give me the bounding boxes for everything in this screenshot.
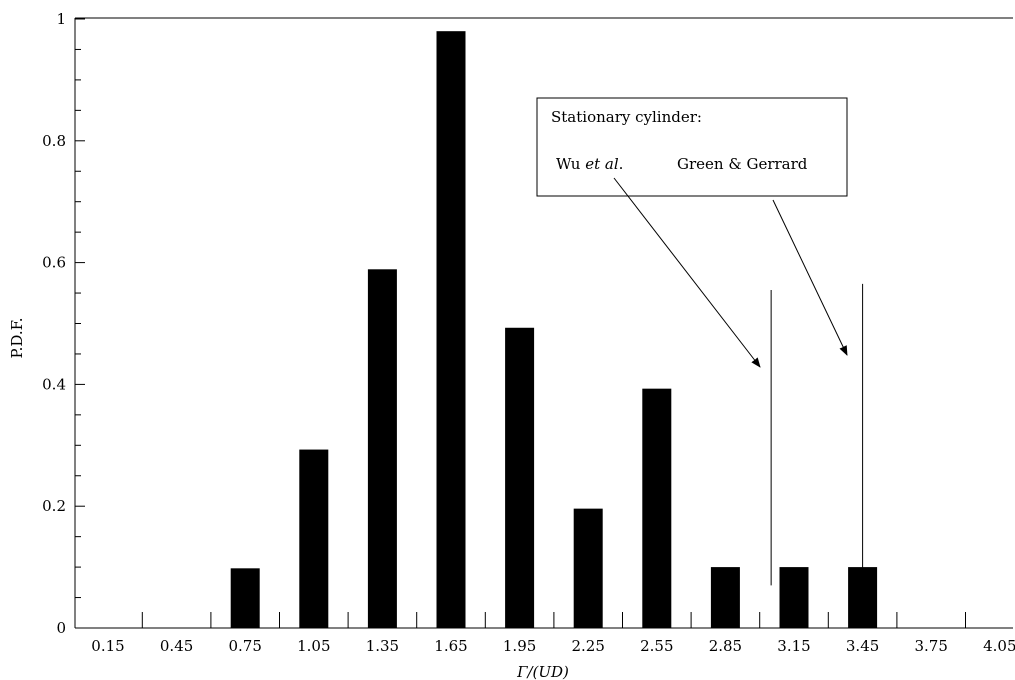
x-tick-label: 4.05 (983, 637, 1015, 655)
annotation-label-wu-prefix: Wu (556, 155, 585, 173)
x-tick-label: 3.75 (914, 637, 947, 655)
y-tick-label: 0 (56, 619, 66, 637)
bar-2.85 (710, 567, 740, 628)
x-tick-label: 0.15 (91, 637, 124, 655)
annotation-frame (536, 97, 848, 197)
y-axis-ticks: 0 0.2 0.4 0.6 0.8 1 (42, 10, 85, 637)
bar-2.25 (573, 508, 603, 628)
annotation-label-wu-italic: et al (585, 155, 619, 173)
annotation-label-green-gerrard: Green & Gerrard (677, 155, 808, 173)
x-tick-label: 1.35 (366, 637, 399, 655)
annotation-box: Stationary cylinder: Wu et al. Green & G… (536, 97, 848, 197)
bar-1.35 (367, 269, 397, 628)
bar-0.75 (230, 568, 260, 628)
bar-1.05 (299, 449, 329, 628)
x-axis-ticks: 0.15 0.45 0.75 1.05 1.35 1.65 1.95 2.25 2.55 2.85… (91, 612, 1015, 655)
bar-1.65 (436, 31, 466, 629)
arrow-green-gerrard (772, 199, 848, 356)
x-tick-label: 0.75 (228, 637, 261, 655)
y-tick-label: 0.2 (42, 497, 66, 515)
x-tick-label: 1.95 (503, 637, 536, 655)
bar-2.55 (642, 388, 672, 628)
bar-3.15 (779, 567, 809, 628)
x-tick-label: 2.55 (640, 637, 673, 655)
annotation-title: Stationary cylinder: (551, 108, 702, 126)
annotation-label-wu-suffix: . (619, 155, 624, 173)
arrow-wu (613, 177, 761, 368)
y-axis-title: P.D.F. (8, 318, 26, 359)
y-tick-label: 0.6 (42, 254, 66, 272)
x-tick-label: 3.45 (846, 637, 879, 655)
x-axis-title: Γ/(UD) (516, 663, 569, 680)
y-tick-label: 1 (56, 10, 66, 28)
x-tick-label: 1.65 (434, 637, 467, 655)
x-tick-label: 3.15 (777, 637, 810, 655)
bars (230, 31, 878, 629)
annotation-arrows (613, 177, 848, 368)
x-tick-label: 1.05 (297, 637, 330, 655)
x-tick-label: 2.85 (709, 637, 742, 655)
y-tick-label: 0.4 (42, 375, 66, 393)
x-tick-label: 0.45 (160, 637, 193, 655)
annotation-label-wu: Wu et al. (556, 155, 623, 173)
x-tick-label: 2.25 (571, 637, 604, 655)
y-tick-label: 0.8 (42, 132, 66, 150)
bar-1.95 (505, 327, 535, 628)
reference-lines (770, 283, 864, 628)
